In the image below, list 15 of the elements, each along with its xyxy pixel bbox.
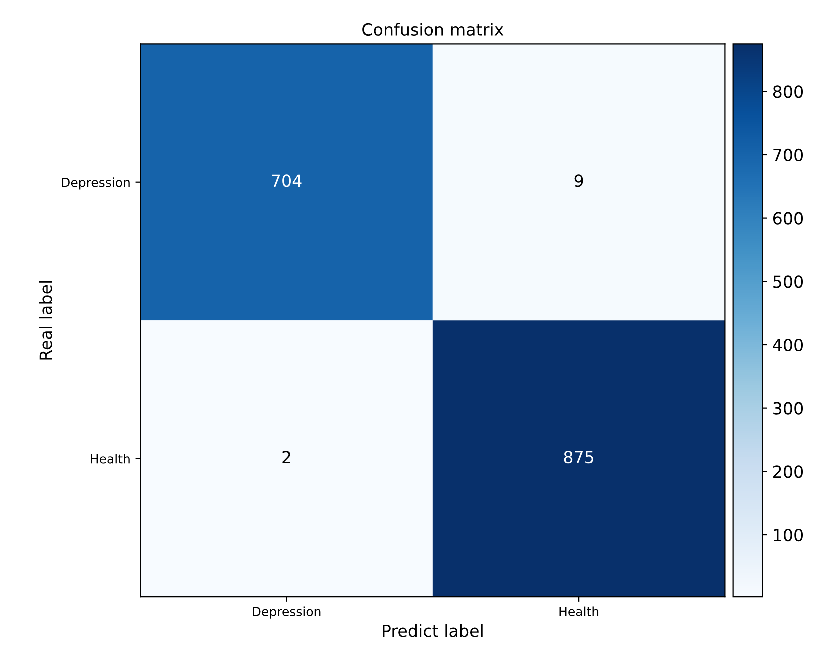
data-label: 704 xyxy=(272,174,302,188)
color-bar-label: 200 xyxy=(774,466,804,478)
data-label: 9 xyxy=(574,174,584,188)
color-bar-label: 400 xyxy=(773,338,804,352)
x-axis-title: Predict label xyxy=(383,624,483,638)
color-bar-label: 700 xyxy=(774,148,804,162)
color-bar-label: 600 xyxy=(773,212,804,225)
chart-title: Confusion matrix xyxy=(362,23,504,36)
data-label: 875 xyxy=(564,451,594,464)
color-bar-label: 100 xyxy=(774,528,804,542)
color-bar-label: 800 xyxy=(773,86,804,98)
color-bar-label: 500 xyxy=(774,276,804,288)
data-label: 2 xyxy=(282,451,290,464)
color-bar-label: 300 xyxy=(774,402,804,415)
y-axis-title: Real label xyxy=(39,281,52,360)
